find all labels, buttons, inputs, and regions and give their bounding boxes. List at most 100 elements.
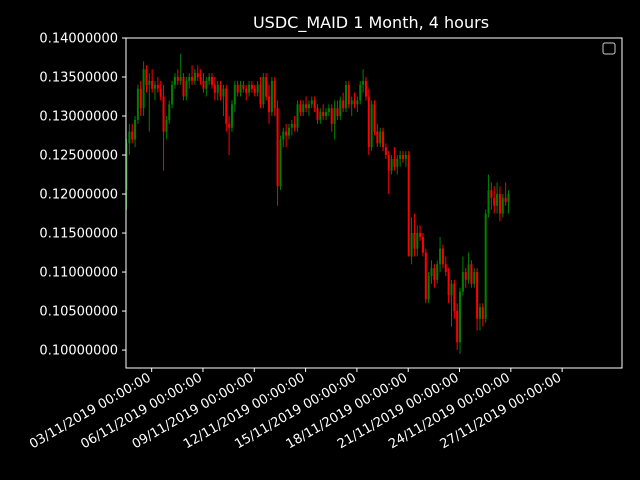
candle-body xyxy=(239,84,242,93)
candle-body xyxy=(139,88,142,109)
candle-body xyxy=(131,131,134,140)
candle-body xyxy=(447,272,450,296)
candle-body xyxy=(162,96,165,132)
candle-body xyxy=(362,80,365,85)
candle-body xyxy=(430,268,433,276)
candle-body xyxy=(256,84,259,93)
candle-body xyxy=(179,77,182,81)
candle-body xyxy=(407,155,410,257)
candle-body xyxy=(182,77,185,97)
candle-body xyxy=(316,108,319,120)
candle-body xyxy=(498,194,501,214)
candle-body xyxy=(159,88,162,97)
candle-body xyxy=(205,80,208,89)
candle-body xyxy=(302,104,305,113)
candle-body xyxy=(396,158,399,167)
candle-body xyxy=(453,283,456,312)
candle-body xyxy=(151,80,154,89)
candle-body xyxy=(384,147,387,156)
plot-frame xyxy=(125,37,623,369)
candle-body xyxy=(191,77,194,81)
candle-body xyxy=(313,100,316,109)
candle-body xyxy=(216,84,219,93)
candle-body xyxy=(225,88,228,124)
candle-body xyxy=(393,158,396,167)
candle-body xyxy=(464,272,467,280)
candle-body xyxy=(501,197,504,214)
y-tick-label: 0.11000000 xyxy=(39,266,118,281)
candle-body xyxy=(461,272,464,292)
y-axis: 0.10000000 0.10500000 0.11000000 0.11500000… xyxy=(39,32,126,359)
candle-body xyxy=(185,80,188,97)
candle-body xyxy=(336,108,339,117)
candle-body xyxy=(459,291,462,343)
candle-body xyxy=(134,119,137,140)
candle-body xyxy=(228,123,231,128)
candle-body xyxy=(330,108,333,124)
candle-body xyxy=(325,112,328,117)
candle-body xyxy=(145,69,148,85)
candle-body xyxy=(293,123,296,128)
candle-body xyxy=(413,233,416,249)
candle-body xyxy=(136,88,139,120)
candle-body xyxy=(242,84,245,89)
candle-body xyxy=(128,131,131,144)
candle-body xyxy=(219,84,222,97)
candle-body xyxy=(208,77,211,81)
candle-body xyxy=(339,100,342,117)
candle-body xyxy=(199,77,202,81)
candle-body xyxy=(441,248,444,265)
candle-body xyxy=(342,100,345,109)
candle-body xyxy=(156,84,159,89)
candle-body xyxy=(148,80,151,85)
candle-body xyxy=(153,84,157,89)
candle-body xyxy=(233,84,236,105)
candle-body xyxy=(299,104,302,113)
candle-body xyxy=(173,77,176,85)
candle-body xyxy=(350,100,353,105)
candle-body xyxy=(367,96,370,148)
candle-body xyxy=(427,275,430,300)
candle-body xyxy=(373,104,376,132)
y-tick-label: 0.10500000 xyxy=(39,305,118,320)
y-tick-label: 0.14000000 xyxy=(39,32,118,47)
candle-body xyxy=(296,104,299,128)
candle-body xyxy=(493,197,496,206)
y-tick-label: 0.12000000 xyxy=(39,188,118,203)
candle-body xyxy=(333,108,336,124)
candle-body xyxy=(168,104,171,120)
candle-body xyxy=(188,77,191,81)
candle-body xyxy=(370,104,373,148)
candle-body xyxy=(268,96,271,113)
candle-body xyxy=(347,84,350,105)
candle-body xyxy=(487,190,490,214)
candle-body xyxy=(276,108,279,187)
candle-body xyxy=(399,155,402,159)
candle-body xyxy=(236,84,239,93)
candle-body xyxy=(382,131,385,148)
candle-body xyxy=(250,84,253,89)
candle-body xyxy=(327,108,330,113)
y-tick-label: 0.12500000 xyxy=(39,149,118,164)
candle-body xyxy=(176,77,179,81)
candle-body xyxy=(290,123,293,128)
candle-body xyxy=(319,112,322,120)
candle-body xyxy=(481,307,484,319)
candle-body xyxy=(390,158,393,171)
candles-group xyxy=(125,53,510,354)
candle-body xyxy=(142,69,145,109)
candle-body xyxy=(273,80,276,109)
candle-body xyxy=(504,197,507,202)
candle-body xyxy=(171,84,174,105)
candle-body xyxy=(359,84,362,101)
legend-box xyxy=(602,42,616,55)
candle-body xyxy=(490,190,493,198)
candle-body xyxy=(478,307,481,319)
candle-body xyxy=(262,77,265,105)
candle-body xyxy=(444,264,447,273)
candle-body xyxy=(307,104,310,109)
candle-body xyxy=(473,272,476,284)
candle-body xyxy=(265,77,268,97)
candle-body xyxy=(211,77,214,85)
